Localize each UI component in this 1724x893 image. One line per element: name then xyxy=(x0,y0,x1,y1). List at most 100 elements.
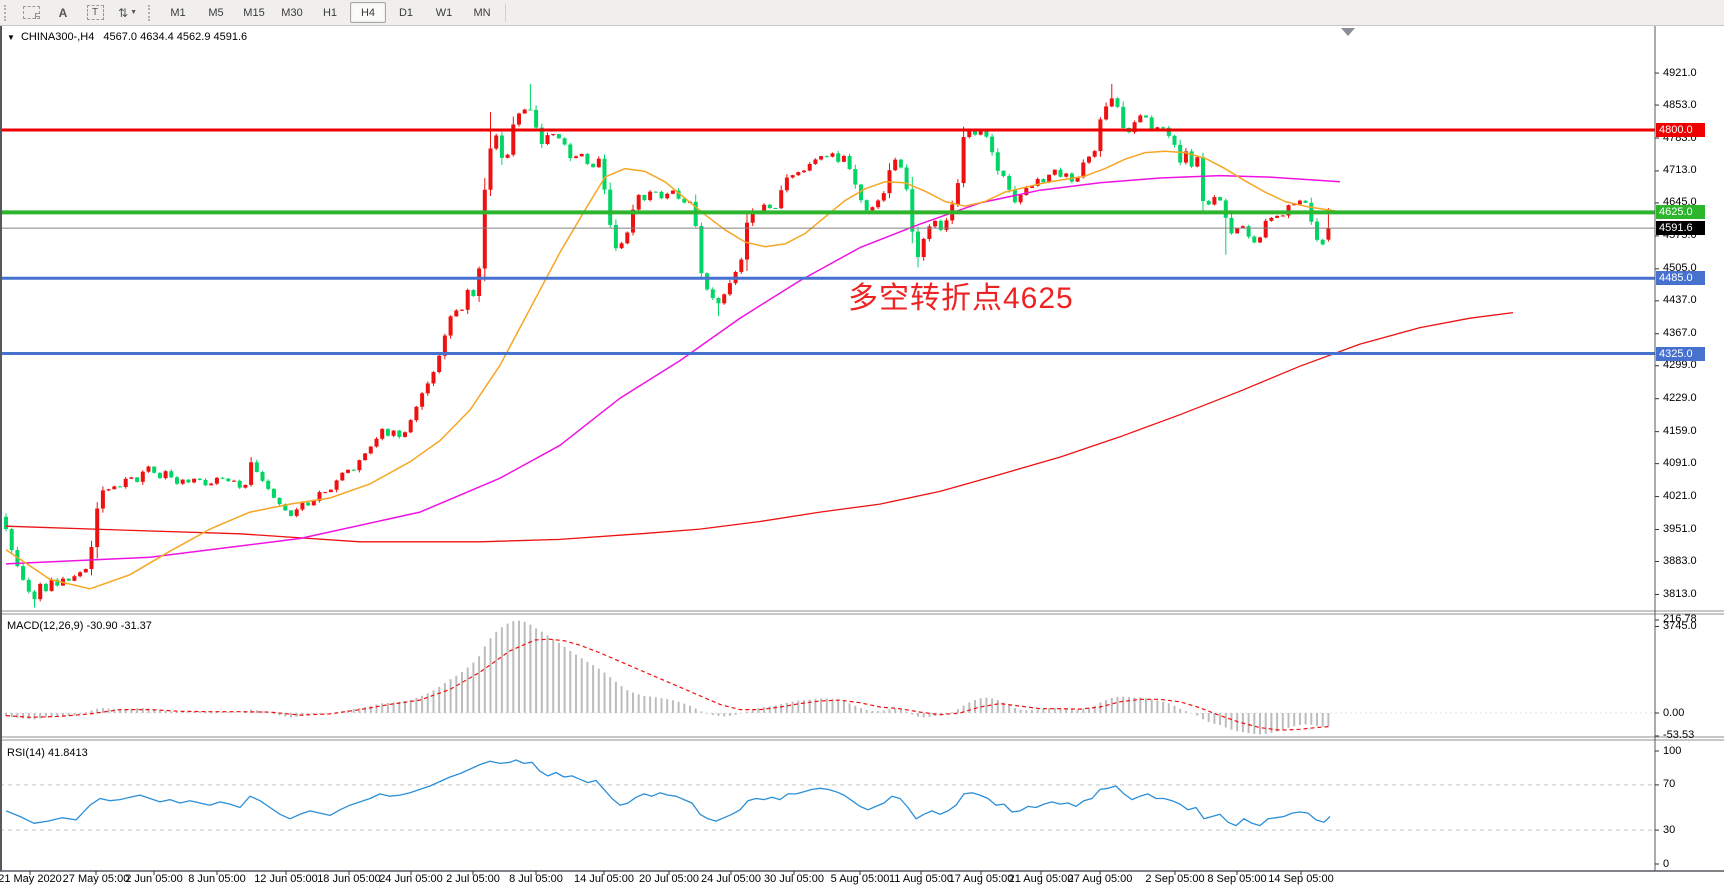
ma-mid-magenta-line xyxy=(5,174,1341,565)
candle-up xyxy=(1280,215,1285,217)
time-tick-label: 2 Sep 05:00 xyxy=(1145,873,1205,885)
text-icon: A xyxy=(58,5,68,20)
candle-up xyxy=(551,134,556,136)
time-tick-label: 20 Jul 05:00 xyxy=(639,873,699,885)
candle-down xyxy=(847,155,852,170)
candle-down xyxy=(608,189,613,225)
candle-up xyxy=(1075,177,1080,182)
candle-down xyxy=(1172,135,1177,145)
timeframe-button-D1[interactable]: D1 xyxy=(398,6,414,19)
candle-up xyxy=(1030,185,1034,188)
candle-up xyxy=(961,137,966,184)
candle-up xyxy=(631,209,635,233)
candle-up xyxy=(454,310,459,317)
candle-up xyxy=(448,316,453,336)
candle-up xyxy=(112,486,117,490)
timeframe-button-MN[interactable]: MN xyxy=(473,6,491,19)
annotation-text[interactable]: 多空转折点4625 xyxy=(848,282,1074,315)
toolbar-grip[interactable] xyxy=(4,4,11,21)
candle-down xyxy=(21,566,26,580)
candle-up xyxy=(83,569,88,573)
time-tick-label: 21 Aug 05:00 xyxy=(1008,873,1074,885)
macd-tick-label: -53.53 xyxy=(1663,729,1695,742)
price-level-badge: 4800.0 xyxy=(1656,123,1705,137)
chart-title: ▼ CHINA300-,H4 4567.0 4634.4 4562.9 4591… xyxy=(7,31,247,43)
time-tick-label: 27 May 05:00 xyxy=(62,873,130,885)
candle-up xyxy=(762,204,767,213)
timeframe-button-W1[interactable]: W1 xyxy=(435,6,453,19)
candle-up xyxy=(243,484,248,488)
candle-up xyxy=(1087,156,1091,163)
candle-up xyxy=(488,148,493,190)
candle-up xyxy=(967,130,972,138)
chart-region[interactable]: ▼ CHINA300-,H4 4567.0 4634.4 4562.9 4591… xyxy=(0,26,1724,893)
candle-down xyxy=(1149,117,1154,130)
candle-up xyxy=(300,502,305,510)
price-tick-label: 4921.0 xyxy=(1663,66,1697,79)
rsi-tick-label: 0 xyxy=(1663,857,1670,870)
timeframe-button-M30[interactable]: M30 xyxy=(281,6,303,19)
candle-up xyxy=(1132,122,1137,133)
text-tool-button[interactable]: A xyxy=(48,2,78,23)
candle-up xyxy=(323,492,328,494)
candle-up xyxy=(431,372,436,384)
candle-up xyxy=(180,479,185,484)
time-tick-label: 5 Aug 05:00 xyxy=(830,873,890,885)
candle-down xyxy=(705,273,710,290)
candle-up xyxy=(784,177,789,191)
arrow-tools-dropdown[interactable]: ⇅ ▼ xyxy=(112,2,143,23)
candle-up xyxy=(368,446,373,454)
candle-up xyxy=(1269,217,1274,221)
candle-down xyxy=(1041,179,1046,183)
macd-indicator-label: MACD(12,26,9) -30.90 -31.37 xyxy=(7,620,152,632)
text-label-button[interactable]: T xyxy=(80,2,110,23)
ma-fast-orange-line xyxy=(5,150,1336,590)
candle-down xyxy=(66,578,71,581)
right-shift-marker-icon[interactable] xyxy=(1341,28,1355,36)
arrows-icon: ⇅ xyxy=(118,5,129,20)
timeframe-button-H1[interactable]: H1 xyxy=(322,6,338,19)
candle-down xyxy=(306,502,311,506)
toolbar-grip-2[interactable] xyxy=(148,4,155,21)
candle-up xyxy=(722,294,727,304)
candle-down xyxy=(289,510,293,516)
candle-down xyxy=(904,167,909,190)
candle-up xyxy=(494,135,499,149)
candle-up xyxy=(408,420,413,433)
price-tick-label: 4159.0 xyxy=(1663,425,1697,438)
candle-down xyxy=(237,480,242,488)
candle-up xyxy=(927,226,932,239)
timeframe-button-M1[interactable]: M1 xyxy=(170,6,186,19)
timeframe-button-M5[interactable]: M5 xyxy=(208,6,224,19)
candle-down xyxy=(9,529,14,551)
candle-up xyxy=(807,163,812,171)
candle-up xyxy=(340,472,345,481)
candle-up xyxy=(1235,228,1240,234)
candle-up xyxy=(745,222,749,260)
fibo-grid-icon: F xyxy=(22,6,40,21)
candle-up xyxy=(750,211,755,223)
candle-up xyxy=(140,471,145,482)
timeframe-button-M15[interactable]: M15 xyxy=(243,6,265,19)
candle-down xyxy=(254,462,259,472)
candle-down xyxy=(32,591,37,600)
candle-down xyxy=(283,504,288,511)
candle-down xyxy=(898,159,903,168)
candle-down xyxy=(118,486,122,488)
candle-up xyxy=(802,170,806,173)
candle-down xyxy=(864,200,869,211)
candle-down xyxy=(43,583,48,592)
candle-down xyxy=(602,158,607,190)
price-chart-canvas[interactable] xyxy=(0,26,1724,893)
timeframe-button-H4[interactable]: H4 xyxy=(350,2,386,23)
candle-up xyxy=(1275,215,1280,218)
candle-up xyxy=(1052,169,1057,175)
candle-up xyxy=(123,478,128,488)
candle-down xyxy=(1223,200,1228,218)
candle-up xyxy=(727,283,732,295)
candle-down xyxy=(653,191,658,193)
fibo-grid-button[interactable]: F xyxy=(16,2,46,23)
candle-down xyxy=(1218,197,1223,201)
candle-up xyxy=(545,135,550,144)
symbol-dropdown-icon[interactable]: ▼ xyxy=(7,33,15,42)
